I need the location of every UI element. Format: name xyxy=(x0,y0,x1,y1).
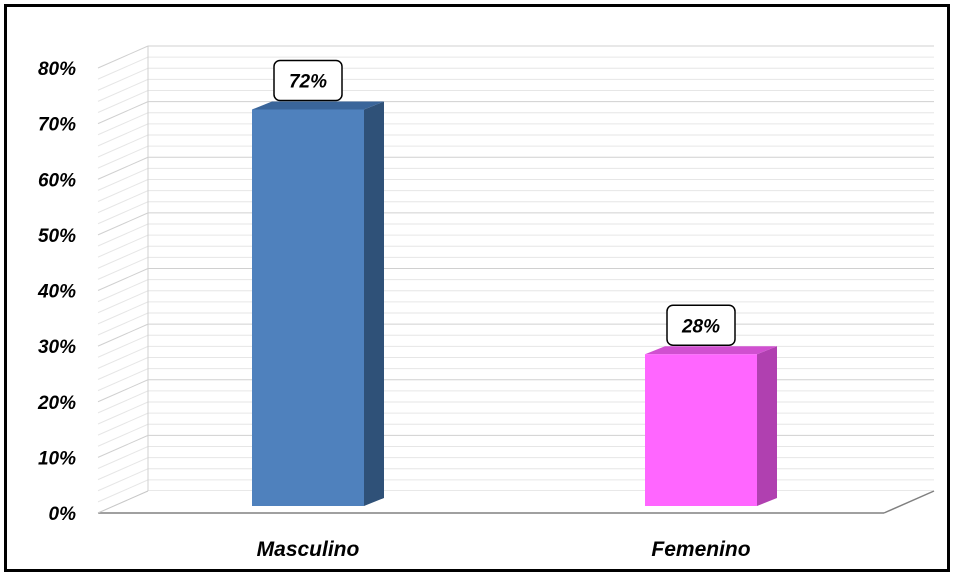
bar-femenino xyxy=(645,346,777,506)
ytick-label: 10% xyxy=(38,448,76,469)
gridline-side xyxy=(97,123,149,147)
gridline-side xyxy=(97,90,149,113)
gridline-side xyxy=(97,401,149,425)
gridline-side xyxy=(97,45,149,69)
gridline-side xyxy=(97,78,149,102)
gridline-side xyxy=(97,446,149,469)
gridline-side xyxy=(97,67,149,91)
gridline-side xyxy=(97,434,149,458)
gridline-side xyxy=(97,457,149,481)
bar-top xyxy=(645,346,777,355)
bars xyxy=(252,101,777,506)
y-axis-ticks: 0% 10% 20% 30% 40% 50% 60% 70% 80% xyxy=(37,59,76,525)
gridline-side xyxy=(97,357,149,380)
gridline-side xyxy=(97,201,149,225)
data-labels: 72% 28% xyxy=(273,59,736,346)
ytick-label: 80% xyxy=(38,59,76,80)
bar-masculino xyxy=(252,101,384,506)
gridline-side xyxy=(97,56,149,80)
gridline-side xyxy=(97,156,149,180)
bar-front xyxy=(252,109,364,506)
ytick-label: 50% xyxy=(38,226,76,247)
gridline-side xyxy=(97,245,149,269)
category-label: Femenino xyxy=(651,538,750,561)
ytick-label: 60% xyxy=(38,170,76,191)
floor xyxy=(98,491,934,513)
bar-top xyxy=(252,101,384,110)
ytick-label: 0% xyxy=(49,504,77,525)
bar-front xyxy=(645,354,757,506)
ytick-label: 20% xyxy=(37,393,76,414)
gridline-side xyxy=(97,256,149,280)
data-label-text: 72% xyxy=(289,72,327,93)
floor-left-edge xyxy=(97,490,149,514)
gridline-side xyxy=(97,345,149,369)
gridline-side xyxy=(97,390,149,414)
gridline-side xyxy=(97,323,149,347)
gridline-side xyxy=(97,468,149,492)
x-axis-categories: Masculino Femenino xyxy=(257,538,751,561)
gridline-side xyxy=(97,423,149,447)
gridline-side xyxy=(97,312,149,336)
data-label: 28% xyxy=(666,304,736,346)
ytick-label: 40% xyxy=(37,282,76,303)
gridline-side xyxy=(97,190,149,214)
data-label-text: 28% xyxy=(681,316,720,337)
gridlines xyxy=(97,45,935,514)
gridline-side xyxy=(97,268,149,291)
data-label: 72% xyxy=(273,59,343,102)
ytick-label: 30% xyxy=(38,337,76,358)
gridline-side xyxy=(97,379,149,403)
gridline-side xyxy=(97,179,149,202)
gridline-side xyxy=(97,234,149,258)
ytick-label: 70% xyxy=(38,115,76,136)
gridline-side xyxy=(97,112,149,136)
bar-side xyxy=(364,101,384,506)
floor-right-edge xyxy=(883,490,935,514)
gridline-side xyxy=(97,301,149,325)
gridline-side xyxy=(97,212,149,236)
gridline-side xyxy=(97,101,149,125)
gridline-side xyxy=(97,334,149,358)
data-label-box xyxy=(273,59,343,102)
gridline-side xyxy=(97,167,149,191)
gridline-side xyxy=(97,279,149,303)
gridline-side xyxy=(97,145,149,169)
data-label-box xyxy=(666,304,736,346)
gridline-side xyxy=(97,223,149,247)
category-label: Masculino xyxy=(257,538,360,561)
gridline-side xyxy=(97,479,149,503)
gridline-side xyxy=(97,412,149,436)
bar-side xyxy=(757,346,777,506)
gridline-side xyxy=(97,368,149,392)
gridline-side xyxy=(97,290,149,314)
chart-frame xyxy=(4,4,950,572)
gridline-side xyxy=(97,134,149,158)
